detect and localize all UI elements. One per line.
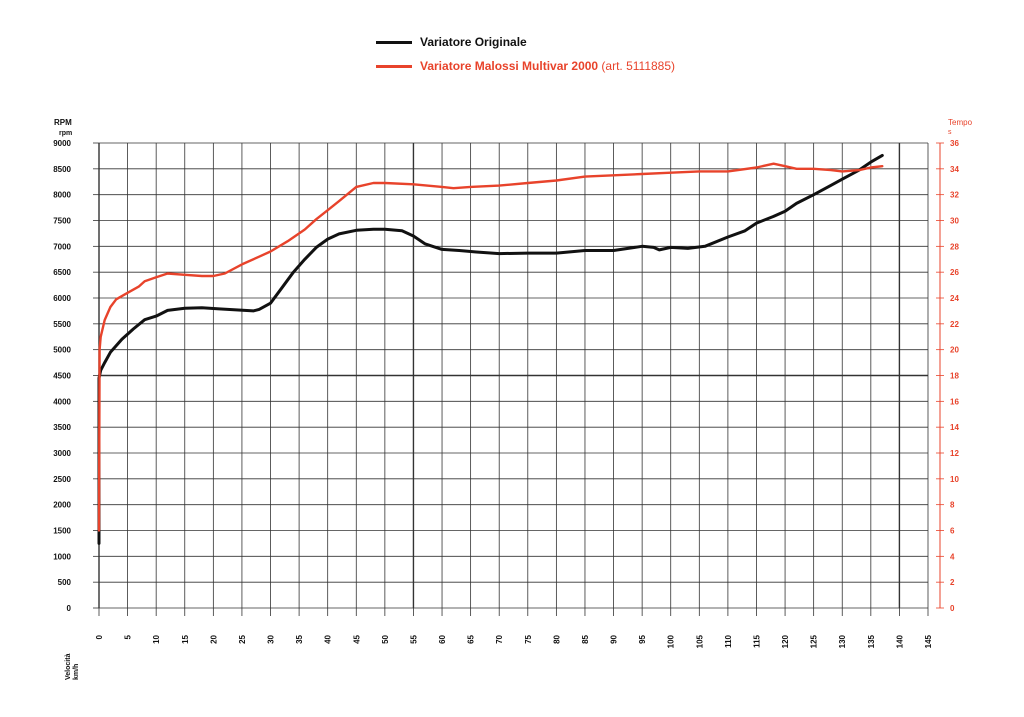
y-left-tick-label: 2500 <box>53 475 71 484</box>
x-tick-label: 80 <box>552 634 561 643</box>
legend-item-malossi: Variatore Malossi Multivar 2000 (art. 51… <box>376 54 675 78</box>
legend-swatch-original <box>376 41 412 44</box>
y-right-tick-label: 22 <box>950 320 959 329</box>
x-tick-label: 75 <box>524 634 533 643</box>
x-axis-unit: km/h <box>73 664 80 680</box>
y-left-tick-label: 7000 <box>53 242 71 251</box>
y-right-tick-label: 6 <box>950 527 955 536</box>
y-left-axis-title: RPM <box>54 118 72 127</box>
x-tick-label: 125 <box>810 634 819 648</box>
y-left-tick-label: 6500 <box>53 268 71 277</box>
x-tick-label: 40 <box>324 634 333 643</box>
x-tick-label: 135 <box>867 634 876 648</box>
y-right-tick-label: 2 <box>950 578 955 587</box>
x-tick-label: 20 <box>209 634 218 643</box>
legend-item-original: Variatore Originale <box>376 30 675 54</box>
x-tick-label: 110 <box>724 634 733 647</box>
y-left-tick-label: 8500 <box>53 165 71 174</box>
y-left-tick-label: 3500 <box>53 423 71 432</box>
y-right-tick-label: 14 <box>950 423 959 432</box>
x-tick-label: 25 <box>238 634 247 643</box>
x-tick-label: 65 <box>467 634 476 643</box>
y-right-tick-label: 30 <box>950 217 959 226</box>
x-tick-label: 35 <box>295 634 304 643</box>
y-right-tick-label: 10 <box>950 475 959 484</box>
x-tick-label: 30 <box>267 634 276 643</box>
y-right-tick-label: 36 <box>950 139 959 148</box>
y-right-tick-label: 4 <box>950 552 955 561</box>
y-right-tick-label: 18 <box>950 372 959 381</box>
chart-legend: Variatore Originale Variatore Malossi Mu… <box>376 30 675 78</box>
y-left-tick-label: 6000 <box>53 294 71 303</box>
y-right-tick-label: 26 <box>950 268 959 277</box>
y-left-tick-label: 2000 <box>53 501 71 510</box>
x-tick-label: 55 <box>409 634 418 643</box>
y-right-tick-label: 20 <box>950 346 959 355</box>
y-left-tick-label: 3000 <box>53 449 71 458</box>
y-right-tick-label: 24 <box>950 294 959 303</box>
y-left-tick-label: 4500 <box>53 372 71 381</box>
x-tick-label: 115 <box>752 634 761 647</box>
y-left-tick-label: 500 <box>58 578 72 587</box>
y-right-tick-label: 34 <box>950 165 959 174</box>
y-right-tick-label: 0 <box>950 604 955 613</box>
x-tick-label: 120 <box>781 634 790 648</box>
x-tick-label: 10 <box>152 634 161 643</box>
x-tick-label: 15 <box>181 634 190 643</box>
x-tick-label: 60 <box>438 634 447 643</box>
x-tick-label: 130 <box>838 634 847 648</box>
y-right-axis-title: Tempo <box>948 118 973 127</box>
y-left-tick-label: 5000 <box>53 346 71 355</box>
legend-suffix-malossi: (art. 5111885) <box>598 59 676 73</box>
y-left-tick-label: 8000 <box>53 191 71 200</box>
y-left-tick-label: 7500 <box>53 217 71 226</box>
y-left-tick-label: 1000 <box>53 552 71 561</box>
x-tick-label: 5 <box>124 634 133 639</box>
x-tick-label: 105 <box>695 634 704 648</box>
y-right-tick-label: 8 <box>950 501 955 510</box>
y-right-tick-label: 12 <box>950 449 959 458</box>
y-right-tick-label: 16 <box>950 397 959 406</box>
x-tick-label: 70 <box>495 634 504 643</box>
y-left-axis-unit: rpm <box>59 130 72 137</box>
y-right-axis-unit: s <box>948 129 952 136</box>
x-tick-label: 0 <box>95 634 104 639</box>
legend-swatch-malossi <box>376 65 412 68</box>
x-tick-label: 85 <box>581 634 590 643</box>
x-tick-label: 90 <box>610 634 619 643</box>
y-right-tick-label: 28 <box>950 242 959 251</box>
x-tick-label: 100 <box>667 634 676 648</box>
series-line-originale <box>97 153 884 545</box>
y-left-tick-label: 9000 <box>53 139 71 148</box>
legend-label-malossi: Variatore Malossi Multivar 2000 <box>420 59 599 73</box>
x-tick-label: 45 <box>352 634 361 643</box>
x-tick-label: 140 <box>895 634 904 648</box>
x-tick-label: 50 <box>381 634 390 643</box>
y-left-tick-label: 5500 <box>53 320 71 329</box>
legend-label-original: Variatore Originale <box>420 35 527 49</box>
x-axis-title: Velocità <box>65 653 72 680</box>
x-tick-label: 145 <box>924 634 933 648</box>
series-line-malossi <box>97 162 884 532</box>
y-left-tick-label: 4000 <box>53 397 71 406</box>
y-left-tick-label: 0 <box>67 604 72 613</box>
x-tick-label: 95 <box>638 634 647 643</box>
y-left-tick-label: 1500 <box>53 527 71 536</box>
y-right-tick-label: 32 <box>950 191 959 200</box>
